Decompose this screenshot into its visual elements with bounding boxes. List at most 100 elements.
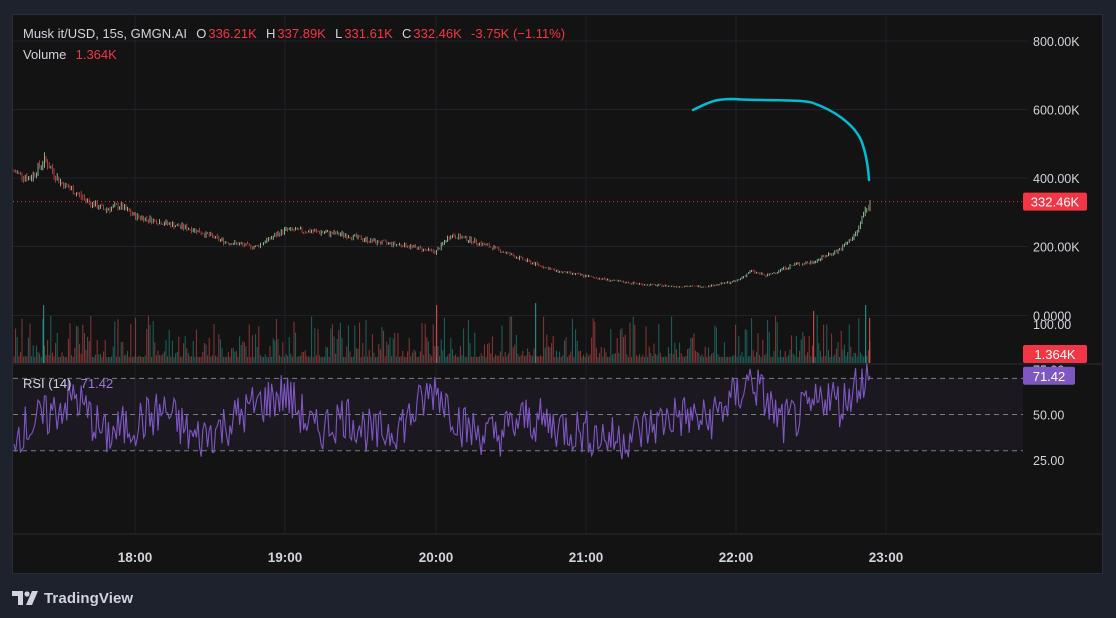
volume-bar [155, 355, 157, 363]
volume-bar [168, 329, 170, 363]
volume-bar [603, 348, 605, 363]
volume-bar [29, 323, 31, 363]
volume-bar [378, 343, 380, 363]
volume-bar [843, 344, 845, 363]
volume-bar [407, 351, 409, 363]
volume-bar [43, 305, 45, 363]
volume-bar [589, 354, 591, 363]
rsi-value-label: 71.42 [1033, 369, 1066, 384]
volume-bar [664, 356, 666, 363]
volume-bar [211, 355, 213, 363]
volume-bar [733, 355, 735, 363]
volume-bar [210, 356, 212, 363]
volume-bar [779, 349, 781, 363]
volume-bar [331, 324, 333, 363]
volume-bar [139, 356, 141, 363]
volume-bar [643, 356, 645, 363]
volume-bar [539, 355, 541, 363]
volume-bar [504, 352, 506, 363]
chart-frame[interactable]: 800.00K 600.00K 400.00K 200.00K 0.0000 18:00 1… [12, 14, 1103, 574]
volume-bar [472, 356, 474, 363]
volume-bar [90, 316, 92, 363]
volume-bar [114, 321, 116, 363]
volume-bar [456, 356, 458, 363]
volume-bar [167, 356, 169, 363]
volume-bar [802, 332, 804, 363]
volume-bar [259, 355, 261, 363]
volume-bar [519, 356, 521, 363]
volume-bar [501, 325, 503, 363]
volume-bar [69, 323, 71, 363]
volume-bar [231, 348, 233, 363]
volume-bar [24, 356, 26, 363]
volume-bar [381, 326, 383, 363]
volume-bar [544, 347, 546, 363]
volume-value: 1.364K [75, 47, 117, 62]
volume-bar [227, 352, 229, 363]
volume-bar [178, 336, 180, 363]
volume-bar [395, 356, 397, 363]
volume-bar [111, 356, 113, 363]
volume-bar [290, 353, 292, 363]
volume-bar [592, 318, 594, 363]
volume-bar [128, 356, 130, 363]
volume-bar [319, 355, 321, 363]
volume-bar [47, 340, 49, 363]
volume-bar [389, 337, 391, 363]
volume-bar [115, 356, 117, 363]
volume-bar [669, 353, 671, 363]
volume-bar [61, 352, 63, 363]
volume-bar [738, 336, 740, 363]
volume-bar [379, 349, 381, 363]
volume-bar [680, 353, 682, 363]
volume-bar [250, 356, 252, 363]
volume-bar [173, 356, 175, 363]
volume-bar [107, 356, 109, 363]
volume-bar [431, 356, 433, 363]
tradingview-logo-icon[interactable] [12, 591, 38, 605]
volume-bar [826, 324, 828, 363]
volume-bar [749, 355, 751, 363]
volume-bar [459, 346, 461, 363]
volume-bar [471, 356, 473, 363]
volume-bar [586, 352, 588, 363]
volume-bar [56, 332, 58, 363]
volume-bar [816, 315, 818, 363]
volume-bar [744, 329, 746, 363]
volume-bar [314, 328, 316, 363]
volume-bar [392, 338, 394, 363]
volume-bar [731, 355, 733, 363]
volume-bar [491, 336, 493, 363]
volume-bar [520, 354, 522, 363]
volume-bar [575, 329, 577, 363]
volume-bar [861, 354, 863, 363]
volume-bar [719, 356, 721, 363]
volume-bar [599, 353, 601, 363]
volume-bar [850, 346, 852, 363]
volume-bar [607, 356, 609, 363]
volume-bar [32, 345, 34, 363]
volume-bar [618, 353, 620, 363]
volume-bar [701, 354, 703, 363]
chart-canvas[interactable]: 800.00K 600.00K 400.00K 200.00K 0.0000 18:00 1… [13, 15, 1103, 574]
volume-bar [413, 349, 415, 363]
tradingview-brand[interactable]: TradingView [44, 589, 134, 607]
volume-bar [829, 356, 831, 363]
volume-bar [613, 353, 615, 363]
volume-bar [464, 356, 466, 363]
volume-bar [27, 337, 29, 363]
footer: TradingView [12, 587, 133, 609]
volume-bar [397, 333, 399, 363]
volume-bar [368, 350, 370, 363]
volume-bar [363, 356, 365, 363]
volume-bar [469, 342, 471, 363]
volume-bar [295, 332, 297, 363]
volume-bar [323, 356, 325, 363]
volume-bar [707, 347, 709, 363]
volume-bar [647, 356, 649, 363]
volume-bar [720, 356, 722, 363]
volume-bar [525, 355, 527, 363]
volume-bar [687, 349, 689, 363]
volume-bar [717, 354, 719, 363]
volume-bar [200, 356, 202, 363]
